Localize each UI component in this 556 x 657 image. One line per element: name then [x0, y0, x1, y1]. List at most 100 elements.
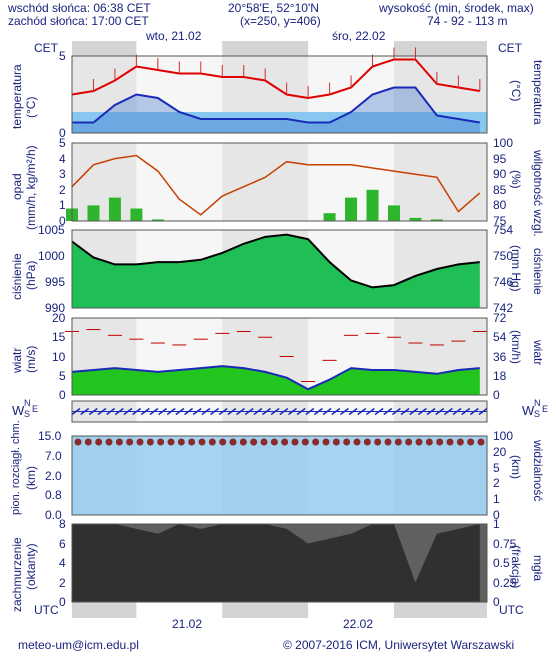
wind-direction-arrow [452, 407, 462, 416]
wind-direction-arrow [400, 407, 410, 416]
wind-direction-arrow [201, 407, 211, 416]
wind-direction-arrow [331, 407, 341, 416]
left-tick-wind: 20 [52, 311, 66, 325]
left-tick-prec: 0 [59, 214, 66, 228]
wind-direction-arrow [314, 407, 323, 416]
left-tick-wind: 5 [59, 368, 66, 383]
right-tick-pres: 754 [493, 223, 514, 237]
left-tick-cloud: 0 [59, 595, 66, 609]
right-tick-cbase: 2 [493, 476, 500, 491]
cloud-top-dot [115, 438, 123, 446]
left-tick-wind: 15 [52, 330, 66, 345]
cloud-top-dot [74, 438, 82, 446]
cloud-top-dot [250, 438, 258, 446]
wind-area [72, 366, 480, 395]
cloud-top-dot [415, 438, 423, 446]
dir-right-e: E [542, 404, 549, 414]
left-tick-cbase: 2.0 [45, 468, 62, 483]
wind-direction-arrow [296, 407, 306, 416]
right-tick-wind: 54 [493, 330, 507, 345]
dir-right-s: S [534, 409, 541, 419]
cloud-top-dot [177, 438, 185, 446]
footer-copyright: © 2007-2016 ICM, Uniwersytet Warszawski [283, 638, 515, 652]
wind-direction-arrow [443, 407, 453, 416]
footer-email[interactable]: meteo-um@icm.edu.pl [18, 638, 139, 652]
wind-direction-arrow [270, 407, 280, 416]
cloud-top-dot [405, 438, 413, 446]
cloud-top-dot [467, 438, 475, 446]
pressure-line [71, 233, 480, 289]
cloud-top-dot [436, 438, 444, 446]
panel-border-cloud [71, 523, 488, 603]
left-tick-prec: 4 [59, 151, 66, 166]
wind-direction-arrow [469, 407, 479, 416]
right-tick-cbase: 0 [493, 508, 500, 522]
cloud-top-dot [105, 438, 113, 446]
wind-direction-arrow [192, 407, 202, 416]
cloud-top-dot [353, 438, 361, 446]
right-tick-cbase: 1 [493, 492, 500, 507]
precip-bar [130, 208, 143, 221]
cloud-top-dot [84, 438, 92, 446]
wind-direction-arrow [149, 407, 159, 416]
left-tick-prec: 3 [59, 167, 66, 182]
right-tick-prec: 90 [493, 167, 507, 182]
sunrise-text: wschód słońca: 06:38 CET [8, 1, 151, 15]
precip-bar [87, 205, 100, 221]
utc-left-bottom: UTC [34, 603, 59, 617]
wind-direction-arrow [461, 407, 471, 416]
wind-direction-arrow [426, 407, 436, 416]
cloud-top-dot [425, 438, 433, 446]
wind-direction-arrow [227, 407, 237, 416]
elevation-title: wysokość (min, środek, max) [379, 1, 534, 15]
night-band-bottom-0 [72, 602, 137, 618]
wind-direction-arrow [97, 407, 107, 416]
day1-label: wto, 21.02 [146, 29, 202, 43]
cloud-top-dot [157, 438, 165, 446]
right-tick-wind: 0 [493, 388, 500, 402]
wind-direction-arrow [166, 407, 176, 416]
pressure-area [72, 234, 480, 308]
night-band-top-2 [393, 41, 487, 56]
cloud-top-dot [136, 438, 144, 446]
elevation-values: 74 - 92 - 113 m [427, 14, 508, 28]
left-tick-cbase: 0.8 [45, 488, 62, 503]
wind-direction-arrow [409, 407, 419, 416]
cloud-top-dot [281, 438, 289, 446]
left-tick-pres: 1000 [38, 249, 65, 263]
left-tick-wind: 0 [59, 388, 66, 402]
left-tick-prec: 1 [59, 198, 66, 213]
wind-direction-arrow [123, 407, 133, 416]
cloud-top-dot [332, 438, 340, 446]
wind-direction-arrow [417, 407, 427, 416]
right-tick-pres: 742 [493, 301, 514, 315]
cloud-top-dot [260, 438, 268, 446]
cloud-top-dot [188, 438, 196, 446]
night-band-top-0 [72, 41, 137, 56]
wind-direction-arrow [236, 407, 245, 416]
wind-direction-arrow [322, 407, 332, 416]
cloud-top-dot [167, 438, 175, 446]
utc-right-bottom: UTC [499, 603, 524, 617]
wind-direction-arrow [348, 407, 358, 416]
cloud-top-dot [270, 438, 278, 446]
wind-direction-arrow [365, 407, 375, 416]
wind-direction-arrow [305, 407, 315, 416]
bottom-date-2: 22.02 [343, 617, 374, 631]
cloud-top-dot [363, 438, 371, 446]
wind-direction-arrow [71, 407, 81, 416]
dir-left-s: S [24, 409, 31, 419]
cloud-top-dot [239, 438, 247, 446]
left-tick-temp: 5 [59, 49, 66, 63]
right-tick-cloud: 0 [493, 595, 500, 609]
left-tick-cbase: 0.0 [45, 508, 62, 522]
cloud-top-dot [477, 438, 485, 446]
wind-direction-arrow [80, 407, 90, 416]
right-tick-prec: 85 [493, 182, 507, 197]
cloud-top-dot [95, 438, 103, 446]
left-tick-pres: 1005 [38, 223, 65, 237]
wind-direction-arrow [88, 407, 98, 416]
day2-label: śro, 22.02 [332, 29, 386, 43]
right-tick-prec: 100 [493, 136, 514, 150]
